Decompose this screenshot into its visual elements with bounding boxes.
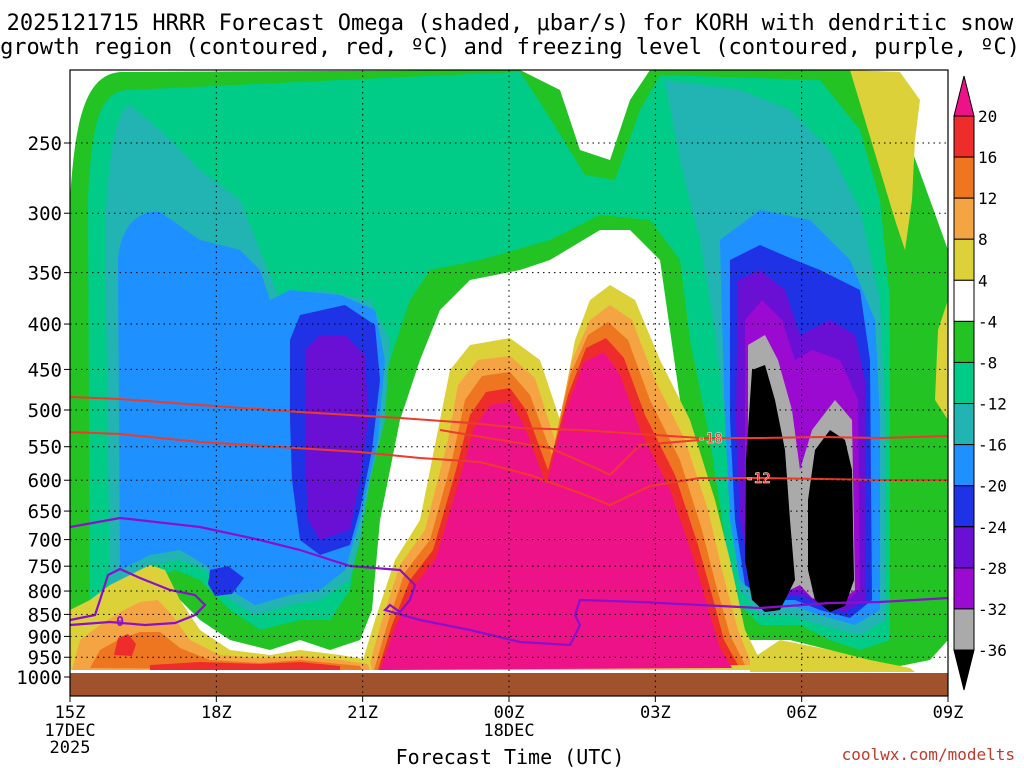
y-tick-label-350: 350 [28,263,62,285]
y-tick-label-950: 950 [28,647,62,669]
colorbar-label-11: -28 [978,559,1007,578]
y-tick-label-800: 800 [28,581,62,603]
freezing-level-contour-upper [70,516,948,647]
y-tick-label-600: 600 [28,470,62,492]
colorbar-swatch-12 [953,608,975,651]
colorbar-swatch-4 [953,279,975,322]
colorbar-label-13: -36 [978,641,1007,660]
dgz-contour-mid [439,429,701,477]
y-tick-label-300: 300 [28,203,62,225]
colorbar-swatch-under [953,649,975,691]
colorbar-swatch-9 [953,485,975,528]
chart-title-line-1: 2025121715 HRRR Forecast Omega (shaded, … [7,11,1014,36]
colorbar-label-8: -16 [978,436,1007,455]
y-tick-label-750: 750 [28,556,62,578]
x-tick-label-06Z: 06Z [786,703,817,723]
x-axis-title: Forecast Time (UTC) [396,745,625,768]
colorbar-label-7: -12 [978,395,1007,414]
omega-region-right-edge [935,300,948,420]
omega-shaded-field: -18 -12 0 [70,70,948,696]
colorbar-label-12: -32 [978,600,1007,619]
omega-region-top-right [850,70,920,250]
y-tick-label-700: 700 [28,530,62,552]
x-tick-label-09Z: 09Z [933,703,964,723]
y-tick-label-500: 500 [28,400,62,422]
omega-region-low-red [114,634,136,656]
colorbar-swatch-5 [953,320,975,363]
dgz-contour-lower [70,431,948,507]
dgz-label-12: -12 [745,471,770,487]
omega-region-minus20-blob [208,566,244,596]
credit-text: coolwx.com/modelts [842,745,1015,764]
x-tick-label-21Z: 21Z [347,703,378,723]
colorbar-label-0: 20 [978,107,997,126]
x-tick-label-15Z: 15Z [55,703,86,723]
omega-region-plus20 [380,352,732,670]
colorbar-label-1: 16 [978,148,997,167]
colorbar-swatch-8 [953,444,975,487]
colorbar-swatch-6 [953,361,975,405]
y-tick-label-250: 250 [28,133,62,155]
colorbar-label-3: 8 [978,230,988,249]
y-tick-label-450: 450 [28,359,62,381]
colorbar-swatch-11 [953,567,975,610]
omega-region-low-right [750,640,915,672]
chart-title-line-2: growth region (contoured, red, ºC) and f… [0,35,1020,60]
x-date-label-1-0: 18DEC [483,721,534,741]
ground-below-surface [70,673,948,696]
freezing-level-contour-loop [70,567,207,627]
x-date-label-0-0: 17DEC [44,721,95,741]
y-tick-label-400: 400 [28,314,62,336]
colorbar-swatch-2 [953,197,975,240]
x-tick-label-03Z: 03Z [640,703,671,723]
colorbar-legend: 20 16 12 8 4 -4 -8 -12 -16 -20 -24 -28 -32 -36 [953,75,1007,691]
y-axis: 2503003504004505005506006507007508008509… [16,133,70,689]
y-tick-label-1000: 1000 [16,667,62,689]
x-date-label-0-1: 2025 [50,738,91,758]
colorbar-label-10: -24 [978,518,1007,537]
freezing-level-label-0: 0 [116,615,124,630]
colorbar-label-2: 12 [978,189,997,208]
x-tick-label-00Z: 00Z [494,703,525,723]
colorbar-swatch-0 [953,115,975,158]
y-tick-label-900: 900 [28,626,62,648]
x-tick-label-18Z: 18Z [201,703,232,723]
y-tick-label-650: 650 [28,501,62,523]
colorbar-swatch-over [953,75,975,117]
y-tick-label-850: 850 [28,604,62,626]
omega-region-minus24 [305,335,368,540]
chart-gridlines [70,70,948,696]
colorbar-label-4: 4 [978,271,988,290]
omega-region-minus36-left [745,365,795,612]
omega-region-minus36-right [808,430,854,612]
colorbar-swatch-7 [953,403,975,446]
omega-region-low-orange2 [90,632,362,670]
colorbar-swatch-1 [953,156,975,199]
colorbar-label-5: -4 [978,312,997,331]
omega-region-low-red2 [150,662,340,670]
dgz-label-18: -18 [697,431,722,447]
colorbar-swatch-10 [953,526,975,569]
colorbar-swatch-3 [953,238,975,281]
colorbar-label-6: -8 [978,353,997,372]
colorbar-label-9: -20 [978,477,1007,496]
y-tick-label-550: 550 [28,437,62,459]
